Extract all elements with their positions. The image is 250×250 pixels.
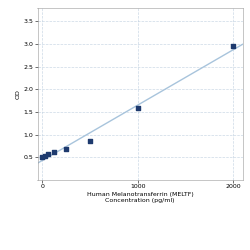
Y-axis label: OD: OD bbox=[16, 89, 21, 99]
Point bbox=[40, 155, 44, 159]
Point bbox=[231, 44, 235, 48]
Point bbox=[136, 106, 140, 110]
Point bbox=[52, 150, 56, 154]
Point bbox=[46, 152, 50, 156]
X-axis label: Human Melanotransferrin (MELTF)
Concentration (pg/ml): Human Melanotransferrin (MELTF) Concentr… bbox=[87, 192, 194, 203]
Point bbox=[88, 140, 92, 143]
Point bbox=[43, 154, 47, 158]
Point bbox=[64, 147, 68, 151]
